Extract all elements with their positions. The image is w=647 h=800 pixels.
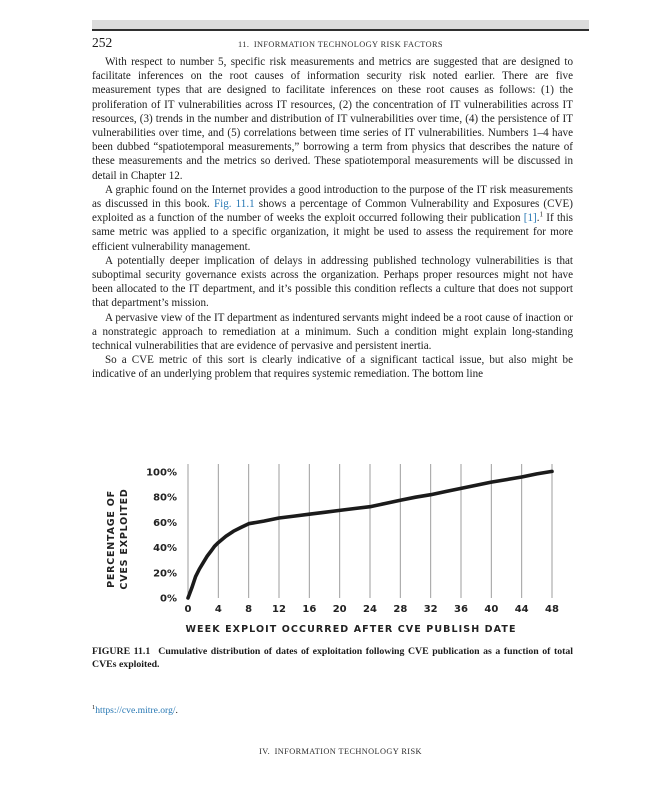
paragraph-1: With respect to number 5, specific risk …	[92, 56, 573, 182]
footnote-marker-inline[interactable]: 1	[539, 210, 544, 219]
y-tick-label-40: 40%	[153, 543, 177, 554]
footnote: 1https://cve.mitre.org/.	[92, 704, 178, 716]
x-tick-label-8: 8	[245, 604, 252, 615]
paragraph-2-period: .	[536, 212, 540, 225]
footnote-marker: 1	[92, 704, 96, 711]
x-tick-label-48: 48	[545, 604, 559, 615]
part-footer: IV. INFORMATION TECHNOLOGY RISK	[259, 747, 422, 756]
figure-caption-label: FIGURE 11.1	[92, 646, 151, 657]
footnote-url-link[interactable]: https://cve.mitre.org/	[95, 705, 176, 717]
y-axis-title-line-2: CVES EXPLOITED	[119, 488, 130, 589]
x-tick-label-28: 28	[393, 604, 407, 615]
y-tick-label-80: 80%	[153, 493, 177, 504]
x-tick-label-36: 36	[454, 604, 468, 615]
x-tick-label-4: 4	[215, 604, 222, 615]
x-axis-title: WEEK EXPLOIT OCCURRED AFTER CVE PUBLISH …	[185, 624, 516, 635]
y-tick-label-0: 0%	[160, 594, 177, 605]
x-tick-label-12: 12	[272, 604, 286, 615]
figure-caption-text: Cumulative distribution of dates of expl…	[92, 646, 574, 670]
footnote-period: .	[175, 705, 178, 717]
paragraph-2-text-c: If this same metric was applied to a spe…	[92, 212, 573, 253]
body-text: With respect to number 5, specific risk …	[92, 55, 573, 382]
page-number: 252	[92, 35, 113, 50]
paragraph-4: A pervasive view of the IT department as…	[92, 311, 573, 353]
paragraph-2-text-a: A graphic found on the Internet provides…	[92, 183, 573, 211]
x-tick-label-24: 24	[363, 604, 377, 615]
y-tick-label-100: 100%	[146, 468, 177, 479]
x-tick-label-0: 0	[185, 604, 192, 615]
y-tick-label-60: 60%	[153, 518, 177, 529]
figure-caption: FIGURE 11.1 Cumulative distribution of da…	[92, 646, 573, 671]
running-head: 11. INFORMATION TECHNOLOGY RISK FACTORS	[238, 40, 443, 49]
paragraph-2: A graphic found on the Internet provides…	[92, 183, 573, 254]
figure-reference-link[interactable]: Fig. 11.1	[213, 198, 255, 211]
y-axis-title-line-1: PERCENTAGE OF	[106, 490, 117, 588]
x-tick-label-20: 20	[333, 604, 347, 615]
cve-exploitation-chart: 0%20%40%60%80%100%0 4 8 12 16 20 24 28 32 36 40 44 4…	[106, 464, 559, 635]
header-bar	[92, 20, 589, 31]
x-tick-label-40: 40	[484, 604, 498, 615]
x-tick-label-16: 16	[302, 604, 316, 615]
paragraph-5: So a CVE metric of this sort is clearly …	[92, 354, 573, 381]
y-tick-label-20: 20%	[153, 568, 177, 579]
paragraph-3: A potentially deeper implication of dela…	[92, 254, 573, 310]
citation-link[interactable]: [1]	[523, 212, 537, 225]
cumulative-exploitation-curve	[186, 469, 554, 600]
x-tick-label-44: 44	[515, 604, 529, 615]
paragraph-2-text-b: shows a percentage of Common Vulnerabili…	[92, 198, 573, 225]
x-tick-label-32: 32	[424, 604, 438, 615]
